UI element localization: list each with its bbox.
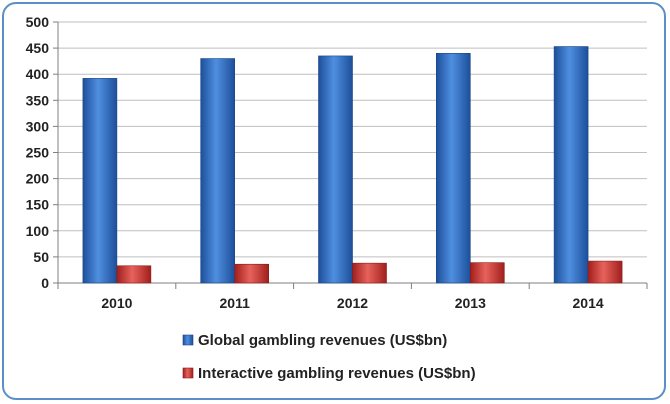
legend: Global gambling revenues (US$bn) Interact… xyxy=(182,332,476,382)
gridlines xyxy=(58,21,647,258)
y-tick-label: 400 xyxy=(26,66,50,82)
y-tick-label: 250 xyxy=(26,145,50,161)
bar-global-2013 xyxy=(435,53,471,284)
legend-label-global: Global gambling revenues (US$bn) xyxy=(198,332,447,349)
y-axis-ticks: 0 50 100 150 200 250 300 350 400 450 500 xyxy=(26,14,58,291)
y-tick-label: 450 xyxy=(26,40,50,56)
legend-swatch-global xyxy=(182,334,194,346)
bars xyxy=(82,46,623,284)
y-tick-label: 50 xyxy=(33,249,49,265)
bar-interactive-2012 xyxy=(352,262,387,284)
legend-swatch-interactive xyxy=(182,367,194,379)
bar-global-2010 xyxy=(82,78,118,284)
bar-interactive-2011 xyxy=(234,263,269,284)
bar-global-2011 xyxy=(200,58,235,284)
x-tick-label: 2013 xyxy=(455,295,486,311)
bar-interactive-2014 xyxy=(587,260,623,284)
y-tick-label: 300 xyxy=(26,118,50,134)
y-tick-label: 100 xyxy=(26,223,50,239)
x-tick-label: 2014 xyxy=(573,295,604,311)
y-tick-label: 0 xyxy=(41,275,49,291)
y-tick-label: 350 xyxy=(26,92,50,108)
x-tick-label: 2011 xyxy=(220,295,251,311)
bar-interactive-2013 xyxy=(469,262,505,284)
x-axis-ticks: 2010 2011 2012 2013 2014 xyxy=(57,283,648,311)
y-tick-label: 500 xyxy=(26,14,50,30)
bar-global-2014 xyxy=(553,46,589,284)
legend-label-interactive: Interactive gambling revenues (US$bn) xyxy=(198,365,476,382)
y-tick-label: 200 xyxy=(26,171,50,187)
y-tick-label: 150 xyxy=(26,197,50,213)
bar-global-2012 xyxy=(318,55,353,284)
x-tick-label: 2010 xyxy=(101,295,132,311)
x-tick-label: 2012 xyxy=(337,295,368,311)
bar-interactive-2010 xyxy=(116,265,152,284)
